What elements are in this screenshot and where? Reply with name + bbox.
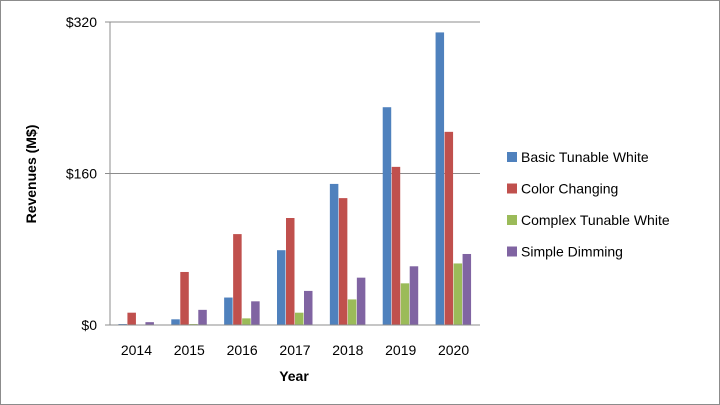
y-axis-title: Revenues (M$) [23,125,39,224]
legend-label: Color Changing [521,181,618,197]
bar-basic-tunable-white-2017 [277,250,286,325]
legend-swatch [507,183,517,194]
x-tick-label: 2017 [279,342,310,358]
x-tick-label: 2018 [332,342,363,358]
x-tick-label: 2019 [385,342,416,358]
bar-complex-tunable-white-2016 [242,318,251,325]
y-tick-label: $320 [66,14,97,30]
bar-simple-dimming-2017 [304,290,313,325]
x-tick-label: 2020 [438,342,469,358]
bar-complex-tunable-white-2019 [400,283,410,325]
bar-basic-tunable-white-2018 [329,183,339,325]
bar-color-changing-2017 [286,218,295,325]
x-tick-label: 2014 [121,342,152,358]
x-tick-label: 2015 [174,342,205,358]
bar-simple-dimming-2014 [145,322,154,325]
bar-basic-tunable-white-2016 [224,297,233,325]
bar-simple-dimming-2019 [409,266,419,325]
legend-label: Complex Tunable White [521,212,670,228]
bar-complex-tunable-white-2018 [347,299,357,325]
bar-complex-tunable-white-2020 [453,263,463,325]
bar-simple-dimming-2015 [198,309,207,325]
bar-simple-dimming-2016 [251,301,260,325]
legend-swatch [507,246,517,257]
bar-color-changing-2015 [180,271,189,325]
bar-color-changing-2018 [338,198,348,325]
bar-basic-tunable-white-2020 [435,32,445,326]
legend-swatch [507,215,517,225]
y-tick-label: $0 [81,317,97,333]
bar-basic-tunable-white-2019 [382,107,392,325]
bar-basic-tunable-white-2015 [171,319,180,325]
legend-label: Basic Tunable White [521,149,649,165]
bar-simple-dimming-2020 [462,253,472,325]
bar-color-changing-2016 [233,234,242,325]
x-tick-label: 2016 [227,342,258,358]
legend-label: Simple Dimming [521,244,623,260]
bar-color-changing-2020 [444,131,454,325]
y-tick-label: $160 [66,166,97,182]
legend-swatch [507,152,517,162]
bar-color-changing-2019 [391,166,401,325]
x-axis-title: Year [279,368,309,384]
legend: Basic Tunable White Color Changing Complex… [507,149,670,260]
bar-complex-tunable-white-2017 [295,312,304,325]
bar-color-changing-2014 [127,312,136,325]
bar-simple-dimming-2018 [356,277,366,325]
